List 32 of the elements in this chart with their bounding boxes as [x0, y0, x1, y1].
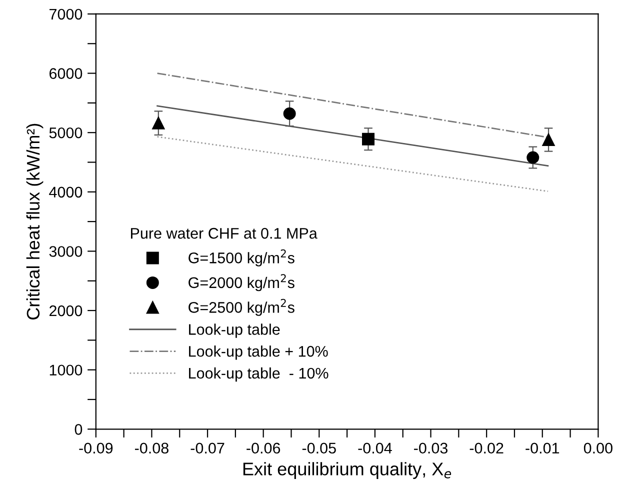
y-tick-label: 0: [74, 424, 82, 435]
x-tick-label: -0.09: [79, 442, 113, 454]
legend-label: G=2500 kg/m$^{2}$s: [188, 298, 294, 316]
legend-label: Look-up table - 10%: [189, 367, 328, 382]
y-tick-label: 4000: [49, 186, 82, 198]
y-tick-label: 6000: [50, 68, 82, 79]
point: [542, 133, 555, 146]
point: [526, 151, 540, 164]
y-axis-title: Critical heat flux (kW/m²): [26, 124, 44, 320]
y-tick-label: 3000: [49, 246, 82, 257]
y-tick-label: 5000: [49, 127, 82, 138]
legend-label: G=1500 kg/m$^{2}$s: [188, 249, 294, 266]
y-tick-label: 7000: [50, 8, 82, 20]
y-tick-label: 2000: [50, 305, 82, 316]
point: [283, 107, 296, 120]
x-tick-label: -0.05: [302, 442, 336, 454]
x-tick-label: -0.04: [358, 442, 392, 454]
legend-title: Pure water CHF at 0.1 MPa: [131, 228, 318, 239]
x-tick-label: -0.07: [190, 442, 224, 454]
legend-label: Look-up table + 10%: [189, 346, 328, 360]
x-tick-label: 0.00: [584, 442, 612, 454]
point: [362, 132, 375, 146]
y-tick-label: 1000: [50, 364, 82, 376]
x-tick-label: -0.02: [470, 442, 504, 454]
x-tick-label: -0.08: [134, 442, 168, 454]
x-axis-title: Exit equilibrium quality, X$_{e}$: [243, 462, 452, 479]
legend-label: Look-up table: [189, 324, 280, 338]
x-tick-label: -0.06: [246, 442, 280, 454]
point: [152, 116, 165, 130]
legend-label: G=2000 kg/m$^{2}$s: [188, 274, 294, 292]
x-tick-label: -0.03: [414, 442, 448, 454]
x-tick-label: -0.01: [526, 442, 560, 454]
